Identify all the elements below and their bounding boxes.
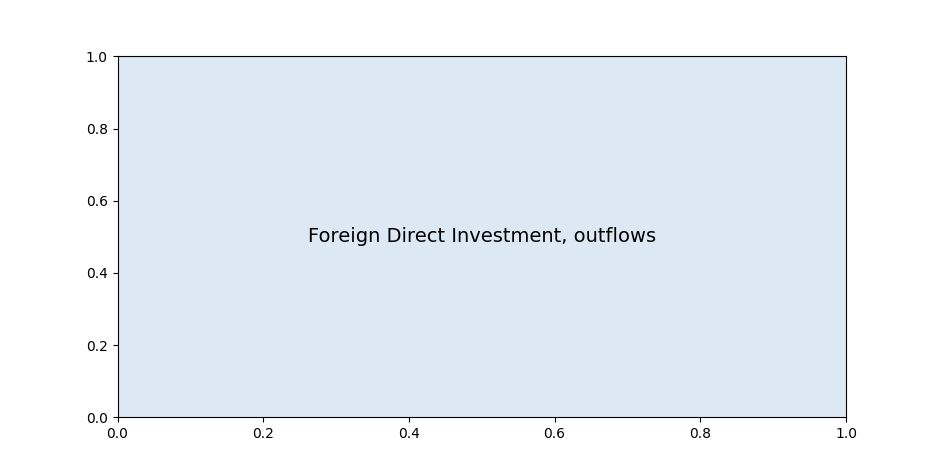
Text: Foreign Direct Investment, outflows: Foreign Direct Investment, outflows <box>307 227 656 246</box>
